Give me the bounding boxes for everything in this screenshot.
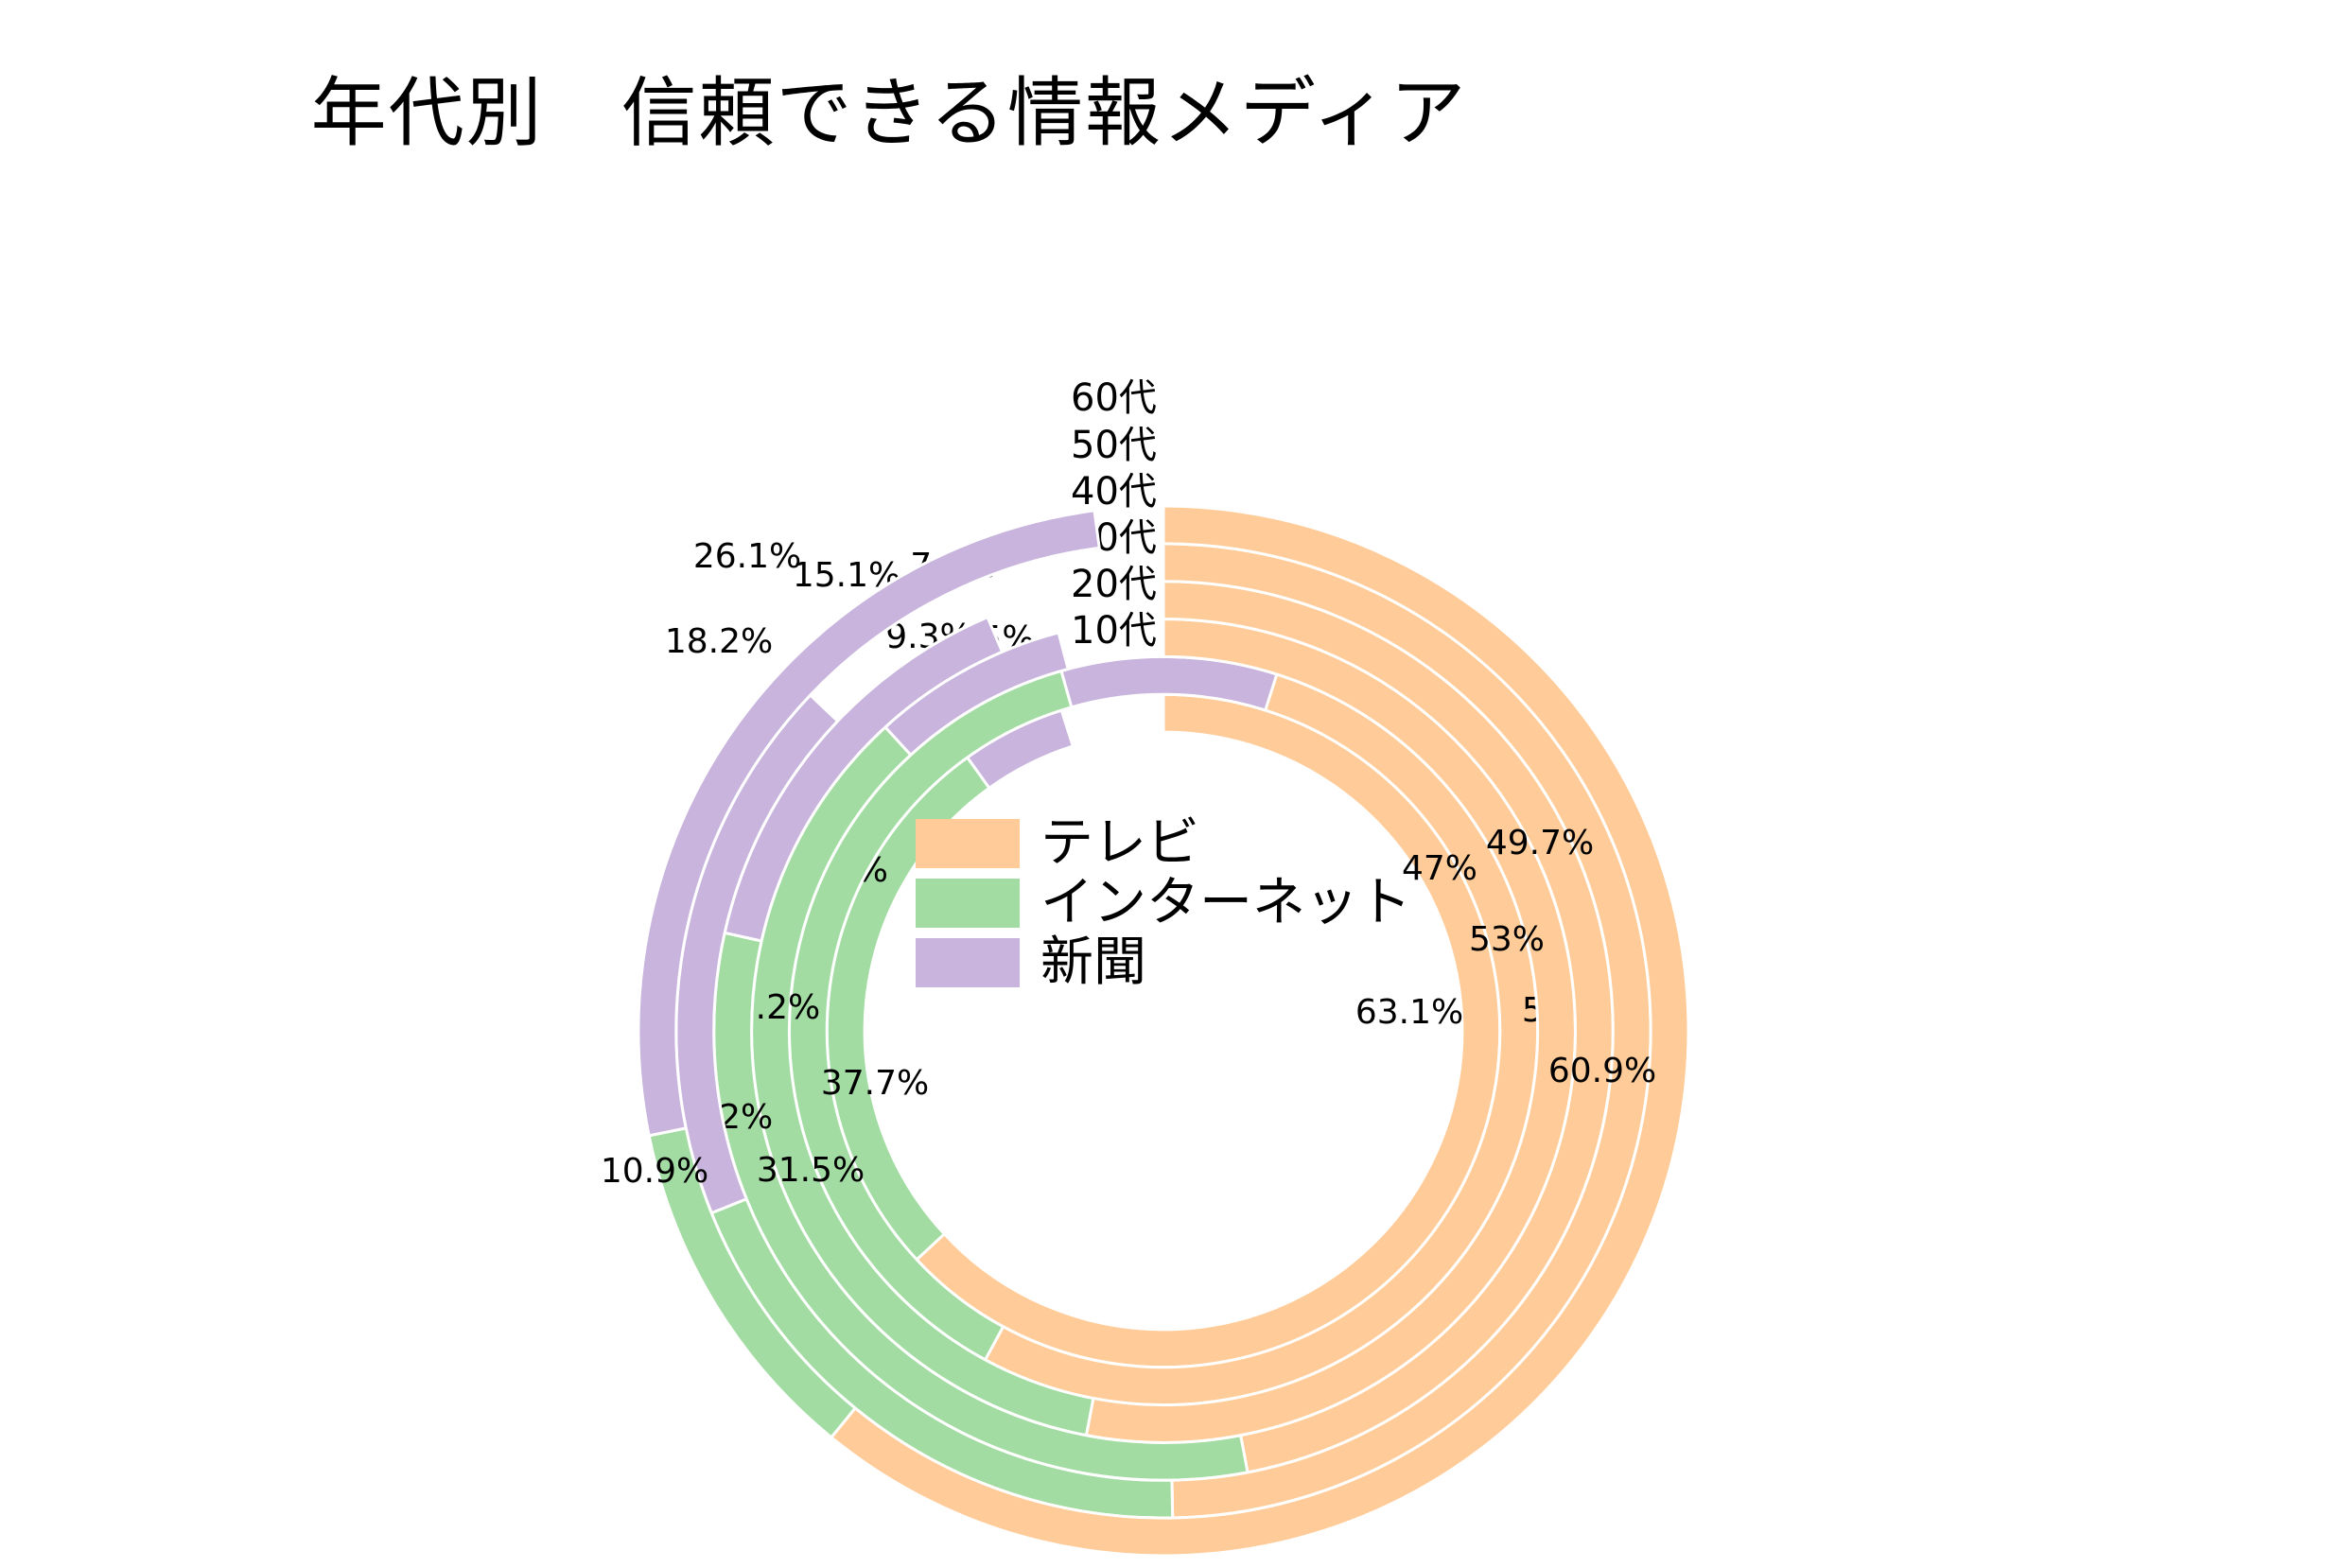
legend-swatch [916, 819, 1020, 868]
chart-title: 年代別 信頼できる情報メディア [310, 69, 1468, 157]
value-label: 26.1% [693, 537, 801, 576]
legend-label: インターネット [1040, 872, 1411, 933]
value-label: 37.7% [821, 1064, 929, 1103]
ring-segment [829, 504, 1690, 1558]
value-label: 31.5% [757, 1151, 865, 1190]
value-label: 60.9% [1548, 1052, 1656, 1090]
value-label: 49.7% [1486, 824, 1594, 862]
value-label: 63.1% [1355, 993, 1463, 1032]
ring-label: 60代 [1071, 376, 1157, 420]
ring-segment [1059, 654, 1279, 712]
legend-label: 新聞 [1040, 932, 1146, 993]
ring-segment [637, 509, 1101, 1138]
value-label: 47% [1402, 849, 1477, 888]
ring-label: 50代 [1071, 424, 1157, 467]
legend-swatch [916, 879, 1020, 928]
value-label: 18.2% [665, 622, 773, 661]
legend-swatch [916, 938, 1020, 987]
legend-label: テレビ [1040, 812, 1199, 874]
ring-label: 20代 [1071, 563, 1157, 606]
ring-label: 10代 [1071, 609, 1157, 653]
value-label: 10.9% [601, 1152, 708, 1191]
value-label: 53% [1469, 920, 1545, 959]
ring-label: 40代 [1071, 470, 1157, 514]
